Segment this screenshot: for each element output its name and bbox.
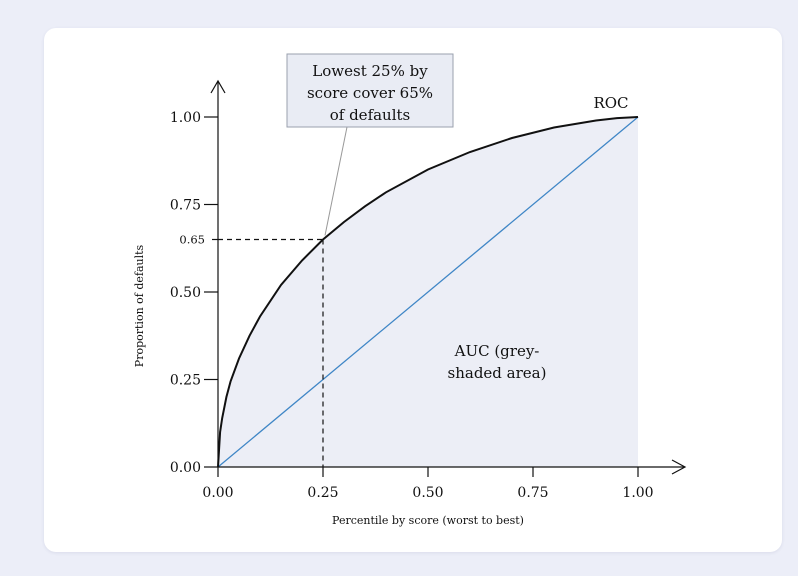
diagonal-line xyxy=(217,116,639,468)
callout-leader-line xyxy=(324,126,348,236)
x-axis-ticks: 0.00 0.25 0.50 0.75 1.00 xyxy=(202,467,654,501)
callout-text-line-3: of defaults xyxy=(330,106,411,124)
callout-box xyxy=(286,53,454,128)
auc-annotation-line-2: shaded area) xyxy=(448,364,547,382)
y-tick-label: 1.00 xyxy=(170,110,201,126)
y-axis-arrow xyxy=(210,79,226,94)
callout-text-line-2: score cover 65% xyxy=(307,84,433,102)
x-tick-label: 0.25 xyxy=(307,485,338,501)
y-axis-ticks: 0.00 0.25 0.50 0.75 1.00 0.65 xyxy=(170,110,218,476)
y-marker-label: 0.65 xyxy=(179,233,205,247)
x-tick-label: 1.00 xyxy=(622,485,653,501)
x-axis-label: Percentile by score (worst to best) xyxy=(332,514,524,527)
callout-text-line-1: Lowest 25% by xyxy=(312,62,428,80)
y-axis-label: Proportion of defaults xyxy=(133,244,146,367)
y-tick-label: 0.00 xyxy=(170,460,201,476)
axes xyxy=(210,79,687,475)
auc-annotation-line-1: AUC (grey- xyxy=(454,342,540,360)
y-tick-label: 0.25 xyxy=(170,373,201,389)
roc-series-label: ROC xyxy=(593,94,628,112)
y-tick-label: 0.50 xyxy=(170,285,201,301)
x-tick-label: 0.50 xyxy=(412,485,443,501)
x-tick-label: 0.75 xyxy=(517,485,548,501)
x-axis-arrow xyxy=(671,459,687,475)
y-tick-label: 0.75 xyxy=(170,198,201,214)
x-tick-label: 0.00 xyxy=(202,485,233,501)
